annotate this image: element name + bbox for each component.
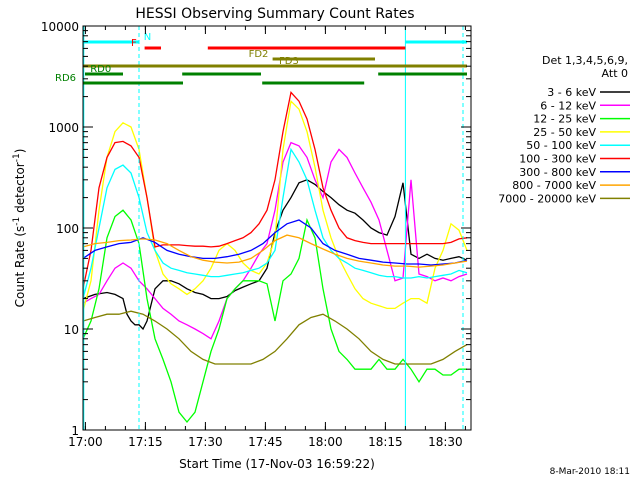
legend-header-line-2: Att 0	[602, 67, 628, 80]
series-line-0	[83, 179, 468, 331]
legend-label-6: 300 - 800 keV	[519, 166, 596, 179]
flag-label-0: N	[144, 32, 151, 43]
y-label-sup-2: -1	[12, 153, 22, 162]
vertical-markers	[83, 26, 464, 430]
legend-label-8: 7000 - 20000 keV	[498, 192, 596, 205]
x-axis-label: Start Time (17-Nov-03 16:59:22)	[179, 457, 375, 471]
x-tick-label-3: 17:45	[248, 435, 283, 449]
series-line-7	[83, 234, 468, 268]
y-tick-label-4: 10000	[41, 20, 79, 34]
x-tick-label-5: 18:15	[368, 435, 403, 449]
y-tick-label-0: 1	[71, 424, 79, 438]
flag-label-2: FD2	[249, 49, 269, 60]
flag-label-1: F	[131, 38, 137, 49]
footer-date: 8-Mar-2010 18:11	[550, 467, 630, 477]
legend-label-2: 12 - 25 keV	[533, 113, 596, 126]
y-label-sup-1: -1	[12, 217, 22, 226]
legend-header-line-1: Det 1,3,4,5,6,9,	[542, 54, 628, 67]
y-tick-label-1: 10	[64, 323, 79, 337]
x-tick-label-2: 17:30	[188, 435, 223, 449]
chart-title: HESSI Observing Summary Count Rates	[135, 6, 414, 22]
series-line-5	[83, 91, 468, 289]
legend-label-5: 100 - 300 keV	[519, 153, 596, 166]
x-tick-label-1: 17:15	[128, 435, 163, 449]
y-axis-label: Count Rate (s-1 detector-1)	[12, 149, 27, 308]
y-axis-ticks: 1 10 100 1000 10000	[41, 20, 471, 438]
y-label-part-1: Count Rate (s	[13, 226, 27, 308]
legend-label-7: 800 - 7000 keV	[512, 179, 596, 192]
flag-label-4: RD0	[90, 64, 111, 75]
series-line-8	[83, 310, 468, 365]
flag-label-5: RD6	[55, 73, 76, 84]
y-tick-label-3: 1000	[48, 121, 79, 135]
flag-bars: NF FD2 FD3 RD0 RD6	[55, 32, 467, 85]
x-tick-label-0: 17:00	[68, 435, 103, 449]
series-layer	[83, 91, 468, 424]
x-tick-label-6: 18:30	[428, 435, 463, 449]
x-tick-label-4: 18:00	[308, 435, 343, 449]
y-tick-label-2: 100	[56, 222, 79, 236]
y-label-part-2: detector	[13, 162, 27, 217]
legend-label-1: 6 - 12 keV	[540, 99, 596, 112]
flag-label-3: FD3	[279, 56, 299, 67]
series-line-2	[83, 209, 467, 424]
legend-label-3: 25 - 50 keV	[533, 126, 596, 139]
y-label-part-3: )	[13, 149, 27, 154]
x-axis-ticks: 17:00 17:15 17:30 17:45 18:00 18:15 18:30	[68, 26, 466, 449]
legend-label-0: 3 - 6 keV	[547, 86, 596, 99]
legend-label-4: 50 - 100 keV	[526, 139, 596, 152]
series-line-4	[83, 147, 468, 299]
